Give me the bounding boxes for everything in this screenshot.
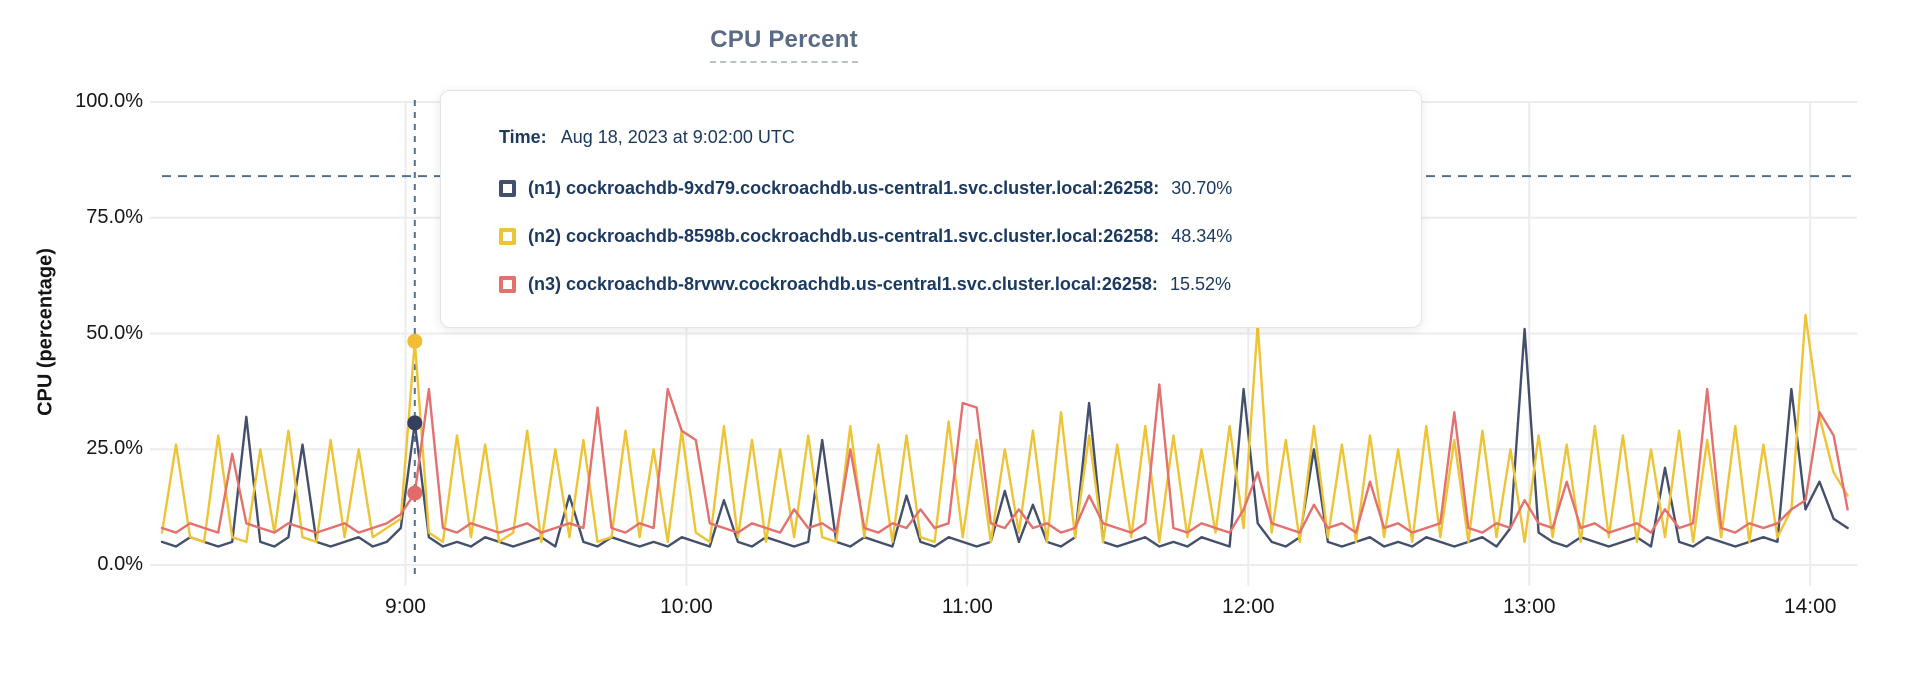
series-line-n3 (160, 383, 1849, 534)
series-n1-value: 30.70% (1171, 177, 1233, 198)
y-tick-label: 75.0% (86, 205, 143, 228)
series-n2-value: 48.34% (1171, 225, 1233, 246)
series-n3-value: 15.52% (1169, 273, 1231, 294)
hover-point-n1 (407, 415, 423, 431)
chart-title: CPU Percent (710, 26, 858, 63)
y-tick-label: 50.0% (86, 321, 143, 344)
y-tick-label: 25.0% (86, 437, 143, 460)
hover-point-n2 (407, 333, 423, 349)
y-tick-label: 100.0% (75, 90, 143, 112)
series-n2-label: (n2) cockroachdb-8598b.cockroachdb.us-ce… (528, 225, 1160, 246)
x-tick-label: 13:00 (1502, 595, 1556, 618)
y-tick-label: 0.0% (97, 553, 143, 575)
tooltip-time-value: Aug 18, 2023 at 9:02:00 UTC (560, 127, 795, 147)
tooltip-series-row-n3: (n3) cockroachdb-8rvwv.cockroachdb.us-ce… (499, 273, 1401, 295)
tooltip-time-label: Time: (499, 127, 547, 147)
x-tick-label: 11:00 (941, 595, 993, 618)
tooltip-series-row-n1: (n1) cockroachdb-9xd79.cockroachdb.us-ce… (499, 177, 1401, 199)
series-n3-legend-swatch (499, 275, 516, 293)
series-n3-label: (n3) cockroachdb-8rvwv.cockroachdb.us-ce… (528, 273, 1158, 294)
chart-title-wrap: CPU Percent (0, 26, 1568, 63)
series-n1-label: (n1) cockroachdb-9xd79.cockroachdb.us-ce… (528, 177, 1160, 198)
series-n1-legend-swatch (499, 179, 516, 197)
tooltip-time-row: Time: Aug 18, 2023 at 9:02:00 UTC (499, 127, 1401, 149)
tooltip-series-row-n2: (n2) cockroachdb-8598b.cockroachdb.us-ce… (499, 225, 1401, 247)
x-tick-label: 10:00 (660, 595, 713, 618)
x-tick-label: 9:00 (385, 595, 426, 618)
x-tick-label: 14:00 (1783, 595, 1837, 618)
x-tick-label: 12:00 (1222, 595, 1275, 618)
series-n2-legend-swatch (499, 227, 516, 245)
chart-hover-tooltip: Time: Aug 18, 2023 at 9:02:00 UTC (n1) co… (440, 90, 1422, 328)
series-line-n2 (160, 313, 1849, 544)
series-line-n1 (160, 327, 1849, 548)
hover-point-n3 (407, 485, 423, 501)
